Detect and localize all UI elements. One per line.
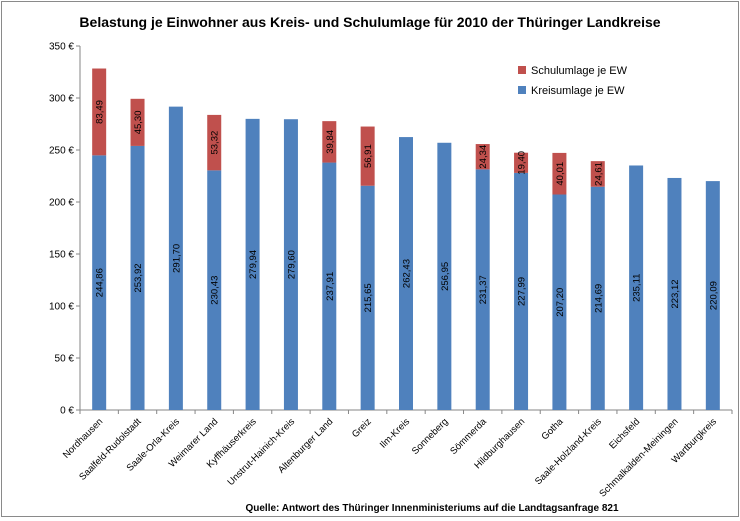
y-tick-label: 200 € — [49, 198, 74, 209]
bar-kreisumlage — [168, 106, 183, 410]
bar-kreisumlage — [322, 162, 337, 410]
bar-kreisumlage — [360, 185, 375, 410]
x-category-label: Saale-Holzland-Kreis — [533, 416, 604, 487]
bar-schulumlage — [322, 121, 337, 163]
data-label-schulumlage: 24,61 — [593, 162, 604, 186]
x-axis-labels: NordhausenSaalfeld-RudolstadtSaale-Orla-… — [61, 416, 719, 500]
data-label-kreisumlage: 220,09 — [708, 281, 719, 310]
x-category-label: Schmalkalden-Meiningen — [597, 416, 680, 499]
bar-kreisumlage — [705, 181, 720, 410]
x-category-label: Eichsfeld — [607, 416, 642, 451]
legend: Schulumlage je EW Kreisumlage je EW — [518, 65, 628, 97]
bar-kreisumlage — [130, 145, 145, 410]
data-label-kreisumlage: 215,65 — [363, 283, 374, 312]
data-label-schulumlage: 53,32 — [210, 131, 221, 155]
bar-schulumlage — [360, 126, 375, 186]
data-label-kreisumlage: 214,69 — [593, 284, 604, 313]
y-axis-ticks: 0 € 50 € 100 € 150 € 200 € 250 € 300 € 350 € — [49, 42, 733, 417]
data-label-kreisumlage: 235,11 — [632, 274, 643, 302]
data-label-kreisumlage: 244,86 — [95, 268, 106, 297]
bar-kreisumlage — [283, 119, 298, 410]
data-label-kreisumlage: 253,92 — [133, 263, 144, 292]
data-label-kreisumlage: 223,12 — [670, 279, 681, 308]
x-category-label: Ilm-Kreis — [378, 416, 412, 450]
data-label-kreisumlage: 262,43 — [402, 259, 413, 288]
bar-kreisumlage — [629, 165, 644, 410]
legend-label: Kreisumlage je EW — [531, 85, 625, 97]
x-category-label: Sömmerda — [448, 416, 489, 457]
x-category-label: Gotha — [539, 416, 566, 443]
bar-kreisumlage — [245, 118, 260, 410]
data-label-kreisumlage: 237,91 — [325, 272, 336, 301]
legend-label: Schulumlage je EW — [531, 65, 628, 77]
data-label-kreisumlage: 279,60 — [286, 250, 297, 279]
bar-kreisumlage — [399, 137, 413, 410]
data-label-schulumlage: 45,30 — [133, 110, 144, 134]
bar-schulumlage — [514, 152, 529, 173]
data-label-schulumlage: 40,01 — [555, 162, 566, 186]
bars-group: 244,86 83,49 253,92 45,30 291,70 230,43 53,32 2… — [92, 68, 720, 410]
y-tick-label: 150 € — [49, 250, 74, 261]
y-tick-label: 100 € — [49, 302, 74, 313]
data-label-kreisumlage: 291,70 — [171, 244, 182, 273]
bar-kreisumlage — [552, 194, 567, 410]
chart-title: Belastung je Einwohner aus Kreis- und Sc… — [79, 14, 660, 30]
bar-kreisumlage — [92, 155, 107, 410]
data-label-schulumlage: 56,91 — [363, 144, 374, 168]
data-label-kreisumlage: 230,43 — [210, 276, 221, 305]
bar-schulumlage — [130, 98, 145, 146]
bar-kreisumlage — [475, 169, 490, 410]
bar-schulumlage — [552, 152, 567, 195]
bar-schulumlage — [207, 114, 222, 171]
data-label-kreisumlage: 279,94 — [248, 250, 259, 279]
data-label-kreisumlage: 207,20 — [555, 288, 566, 317]
bar-kreisumlage — [514, 172, 529, 410]
y-tick-label: 300 € — [49, 94, 74, 105]
x-category-label: Greiz — [350, 416, 374, 440]
data-label-kreisumlage: 256,95 — [440, 262, 451, 291]
bar-kreisumlage — [667, 177, 682, 410]
y-tick-label: 250 € — [49, 146, 74, 157]
source-note: Quelle: Antwort des Thüringer Innenminis… — [245, 503, 618, 514]
bar-kreisumlage — [590, 186, 605, 410]
data-label-kreisumlage: 227,99 — [517, 277, 528, 306]
bar-schulumlage — [590, 161, 605, 187]
data-label-schulumlage: 24,34 — [478, 145, 489, 169]
bar-kreisumlage — [207, 170, 222, 410]
y-tick-label: 50 € — [55, 354, 75, 365]
data-label-kreisumlage: 231,37 — [478, 275, 489, 304]
x-category-label: Sonneberg — [410, 416, 451, 457]
legend-swatch — [518, 66, 526, 74]
bar-schulumlage — [475, 144, 490, 170]
data-label-schulumlage: 83,49 — [95, 100, 106, 124]
bar-kreisumlage — [437, 142, 452, 410]
data-label-schulumlage: 19,40 — [517, 151, 528, 175]
bar-schulumlage — [92, 68, 107, 156]
x-category-label: Unstrut-Hainich-Kreis — [225, 416, 297, 488]
y-tick-label: 350 € — [49, 42, 74, 53]
data-label-schulumlage: 39,84 — [325, 130, 336, 154]
legend-swatch — [518, 86, 526, 94]
y-tick-label: 0 € — [60, 406, 74, 417]
